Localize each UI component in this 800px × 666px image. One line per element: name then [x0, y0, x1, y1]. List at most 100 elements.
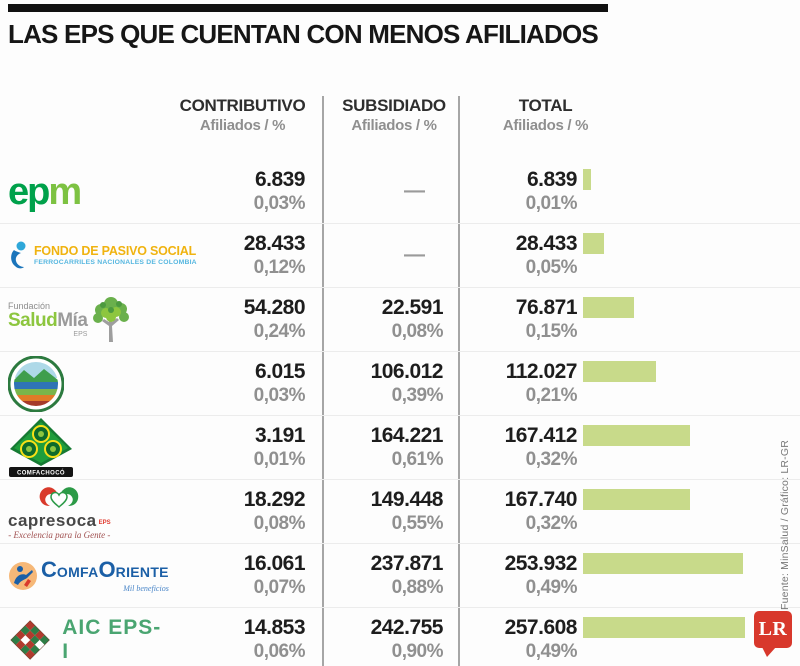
subsidiado-cell: 237.871 0,88%: [335, 551, 444, 600]
subsidiado-value: 149.448: [370, 488, 444, 511]
comfaoriente-logo: COMFAORIENTE Mil beneficios: [8, 544, 169, 607]
subsidiado-cell: 22.591 0,08%: [335, 295, 444, 344]
total-value: 6.839: [526, 168, 578, 191]
contributivo-value: 28.433: [243, 232, 306, 255]
subsidiado-pct: 0,39%: [391, 385, 444, 406]
total-cell: 112.027 0,21%: [467, 359, 578, 408]
contributivo-pct: 0,03%: [253, 193, 306, 214]
total-bar: [583, 233, 605, 254]
column-divider: [458, 96, 460, 666]
column-header-sublabel: Afiliados / %: [502, 117, 589, 134]
comfaoriente-tagline: Mil beneficios: [123, 583, 169, 593]
table-row-comfachoco: COMFACHOCÓ 3.191 0,01% 164.221 0,61% 167…: [0, 415, 800, 479]
total-bar: [583, 361, 656, 382]
fondo-logo-text: FONDO DE PASIVO SOCIAL: [34, 244, 197, 258]
subsidiado-value: 237.871: [370, 552, 444, 575]
total-pct: 0,05%: [525, 257, 578, 278]
column-header-subsidiado: SUBSIDIADO Afiliados / %: [333, 96, 455, 135]
comfaoriente-logo-text: C: [41, 556, 57, 582]
saludmia-logo-text: Salud: [8, 309, 58, 331]
subsidiado-empty-dash: —: [404, 243, 425, 266]
total-bar: [583, 169, 592, 190]
total-value: 167.412: [504, 424, 578, 447]
contributivo-value: 6.015: [254, 360, 306, 383]
contributivo-cell: 16.061 0,07%: [165, 551, 306, 600]
subsidiado-empty-dash: —: [404, 179, 425, 202]
total-cell: 76.871 0,15%: [467, 295, 578, 344]
contributivo-pct: 0,24%: [253, 321, 306, 342]
column-divider: [322, 96, 324, 666]
total-value: 112.027: [505, 360, 578, 383]
column-header-sublabel: Afiliados / %: [199, 117, 286, 134]
fondo-pasivo-social-logo: FONDO DE PASIVO SOCIAL FERROCARRILES NAC…: [8, 224, 197, 287]
total-bar: [583, 617, 745, 638]
contributivo-value: 3.191: [254, 424, 306, 447]
page-title: LAS EPS QUE CUENTAN CON MENOS AFILIADOS: [8, 19, 599, 49]
total-pct: 0,32%: [525, 449, 578, 470]
subsidiado-pct: 0,55%: [391, 513, 444, 534]
total-pct: 0,15%: [525, 321, 578, 342]
column-header-label: SUBSIDIADO: [342, 96, 446, 115]
eps-table: epm 6.839 0,03% — 6.839 0,01%: [0, 160, 800, 666]
total-cell: 28.433 0,05%: [467, 231, 578, 280]
contributivo-cell: 3.191 0,01%: [165, 423, 306, 472]
total-pct: 0,21%: [525, 385, 578, 406]
comfachoco-logo: COMFACHOCÓ: [8, 416, 164, 479]
person-icon: [11, 241, 26, 268]
column-header-sublabel: Afiliados / %: [351, 117, 437, 134]
contributivo-value: 6.839: [254, 168, 306, 191]
table-row-anas-wayuu: 6.015 0,03% 106.012 0,39% 112.027 0,21%: [0, 351, 800, 415]
saludmia-logo-text: Mía: [57, 309, 88, 331]
total-cell: 167.740 0,32%: [467, 487, 578, 536]
total-value: 76.871: [515, 296, 578, 319]
column-header-contributivo: CONTRIBUTIVO Afiliados / %: [160, 96, 325, 135]
capresoca-tagline: - Excelencia para la Gente -: [8, 529, 111, 540]
total-value: 28.433: [515, 232, 578, 255]
capresoca-logo: capresoca EPS - Excelencia para la Gente…: [8, 480, 164, 543]
total-bar: [583, 553, 743, 574]
total-cell: 253.932 0,49%: [467, 551, 578, 600]
table-row-saludmia: Fundación SaludMía EPS: [0, 287, 800, 351]
subsidiado-cell: 164.221 0,61%: [335, 423, 444, 472]
lr-logo-text: LR: [758, 618, 788, 640]
comfachoco-logo-text: COMFACHOCÓ: [17, 468, 65, 476]
total-value: 257.608: [504, 616, 578, 639]
subsidiado-pct: 0,08%: [391, 321, 444, 342]
total-pct: 0,01%: [525, 193, 578, 214]
anas-wayuu-circular-seal-logo: [8, 352, 164, 415]
source-credit: Fuente: MinSalud / Gráfico: LR-GR: [779, 440, 791, 610]
epm-logo-text: ep: [8, 170, 50, 213]
total-pct: 0,49%: [525, 577, 578, 598]
aic-logo-text: AIC EPS-I: [62, 615, 162, 663]
subsidiado-value: 106.012: [370, 360, 444, 383]
contributivo-value: 54.280: [243, 296, 306, 319]
total-pct: 0,32%: [525, 513, 578, 534]
column-header-label: CONTRIBUTIVO: [179, 96, 306, 115]
table-row-epm: epm 6.839 0,03% — 6.839 0,01%: [0, 160, 800, 223]
capresoca-logo-text: capresoca: [8, 510, 97, 530]
table-row-fondo-pasivo-social: FONDO DE PASIVO SOCIAL FERROCARRILES NAC…: [0, 223, 800, 287]
subsidiado-pct: 0,90%: [391, 641, 444, 662]
subsidiado-value: 164.221: [370, 424, 444, 447]
epm-logo-text: m: [48, 170, 82, 213]
total-value: 253.932: [504, 552, 578, 575]
contributivo-pct: 0,01%: [253, 449, 306, 470]
total-cell: 6.839 0,01%: [467, 167, 578, 216]
aic-eps-logo: AIC EPS-I: [8, 608, 164, 666]
subsidiado-value: 22.591: [381, 296, 444, 319]
total-bar: [583, 489, 690, 510]
tree-icon: [93, 296, 130, 342]
total-cell: 167.412 0,32%: [467, 423, 578, 472]
epm-logo: epm: [8, 160, 164, 223]
fondo-logo-subtext: FERROCARRILES NACIONALES DE COLOMBIA: [34, 259, 197, 266]
contributivo-cell: 6.839 0,03%: [165, 167, 306, 216]
contributivo-pct: 0,06%: [253, 641, 306, 662]
column-header-label: TOTAL: [518, 96, 573, 115]
lr-brand-logo: LR: [754, 611, 792, 657]
comfaoriente-figures-icon: [9, 561, 37, 590]
contributivo-pct: 0,08%: [253, 513, 306, 534]
comfaoriente-logo-text: RIENTE: [115, 563, 169, 580]
subsidiado-cell: 242.755 0,90%: [335, 615, 444, 664]
title-accent-bar: [8, 4, 608, 12]
